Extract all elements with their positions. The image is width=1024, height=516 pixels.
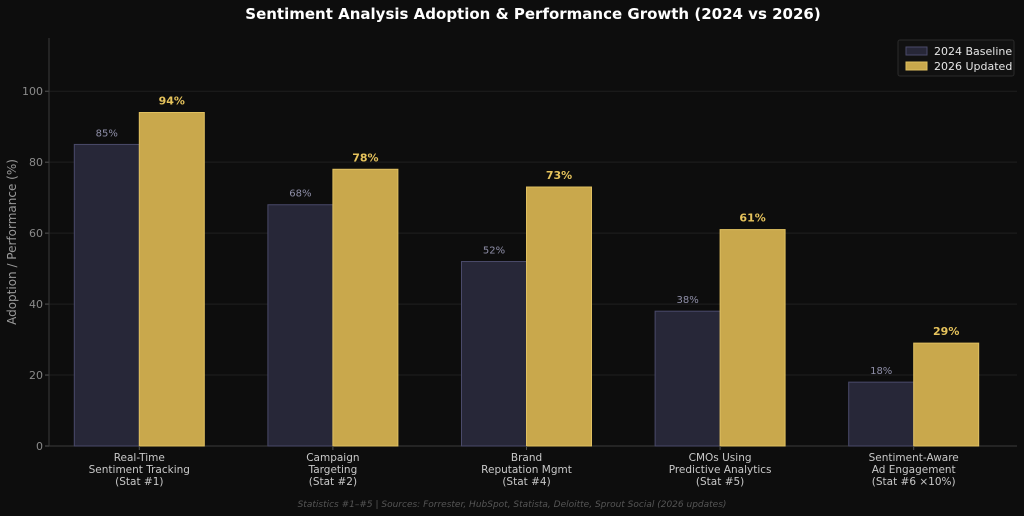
x-tick-label: CMOs Using Predictive Analytics (Stat #5)	[669, 452, 772, 488]
y-tick-label: 40	[29, 298, 43, 311]
data-label-2026: 94%	[159, 95, 185, 108]
data-label-2026: 73%	[546, 169, 572, 182]
data-label-2024: 52%	[483, 246, 505, 257]
bar-2026-updated	[332, 168, 399, 447]
bar-2024-baseline	[73, 143, 140, 447]
y-tick-label: 100	[22, 85, 43, 98]
data-label-2024: 68%	[289, 189, 311, 200]
bar-2026-updated	[138, 112, 205, 447]
y-axis-label: Adoption / Performance (%)	[5, 159, 19, 325]
x-tick-label: Sentiment-Aware Ad Engagement (Stat #6 ×10…	[869, 452, 959, 488]
bar-2024-baseline	[267, 204, 334, 447]
y-tick-label: 60	[29, 227, 43, 240]
x-tick-labels: Real-Time Sentiment Tracking (Stat #1) Camp…	[89, 446, 959, 488]
x-tick-label: Real-Time Sentiment Tracking (Stat #1)	[89, 452, 190, 488]
legend-swatch	[905, 46, 928, 56]
legend: 2024 Baseline 2026 Updated	[897, 39, 1015, 77]
footnote: Statistics #1–#5 | Sources: Forrester, H…	[298, 500, 727, 510]
bar-2024-baseline	[848, 381, 915, 447]
data-label-2024: 18%	[870, 366, 892, 377]
y-tick-label: 80	[29, 156, 43, 169]
x-tick-label: Brand Reputation Mgmt (Stat #4)	[481, 452, 572, 488]
bar-2026-updated	[719, 229, 786, 447]
data-label-2026: 78%	[352, 151, 378, 164]
data-label-2024: 85%	[96, 128, 118, 139]
bar-2026-updated	[913, 342, 980, 447]
axes: 0 20 40 60 80 100	[22, 38, 1017, 453]
data-label-2026: 61%	[739, 212, 765, 225]
data-label-2024: 38%	[676, 295, 698, 306]
legend-entry: 2026 Updated	[934, 60, 1012, 73]
y-tick-label: 0	[36, 440, 43, 453]
bar-2024-baseline	[654, 310, 721, 447]
chart-title: Sentiment Analysis Adoption & Performanc…	[245, 5, 820, 23]
legend-entry: 2024 Baseline	[934, 45, 1012, 58]
x-tick-label: Campaign Targeting (Stat #2)	[306, 452, 359, 488]
data-label-2026: 29%	[933, 325, 959, 338]
data-labels: 85% 68% 52% 38% 18% 94% 78% 73% 61% 29%	[96, 95, 960, 378]
bars	[73, 112, 980, 447]
legend-swatch	[905, 61, 928, 71]
bar-2026-updated	[526, 186, 592, 447]
bar-2024-baseline	[461, 261, 527, 447]
y-tick-label: 20	[29, 369, 43, 382]
